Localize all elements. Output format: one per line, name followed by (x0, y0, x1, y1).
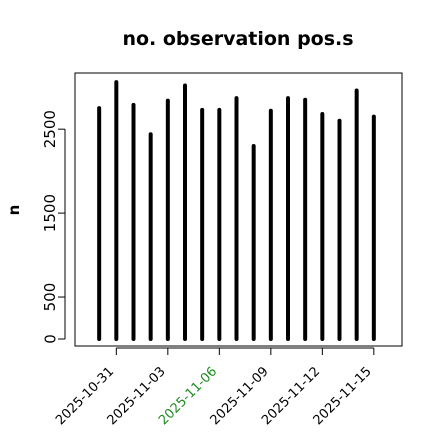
y-tick-label-2500: 2500 (41, 110, 59, 148)
y-axis-label: n (5, 205, 23, 216)
y-tick-label-500: 500 (41, 283, 59, 312)
y-axis: 0 500 1500 2500 (41, 110, 66, 344)
y-tick-label-1500: 1500 (41, 194, 59, 232)
bars-group (97, 80, 376, 341)
plot-frame (74, 72, 403, 347)
y-tick-label-0: 0 (41, 334, 59, 344)
x-axis: 2025-10-312025-11-032025-11-062025-11-09… (53, 347, 375, 428)
chart-title: no. observation pos.s (122, 28, 353, 50)
